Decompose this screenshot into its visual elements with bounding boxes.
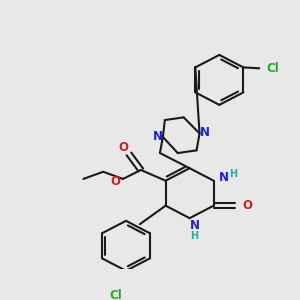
Text: O: O [110, 175, 120, 188]
Text: Cl: Cl [267, 62, 280, 75]
Text: N: N [219, 171, 229, 184]
Text: N: N [153, 130, 163, 142]
Text: Cl: Cl [110, 289, 122, 300]
Text: N: N [200, 126, 209, 139]
Text: H: H [190, 231, 199, 241]
Text: H: H [230, 169, 238, 178]
Text: O: O [118, 141, 128, 154]
Text: N: N [190, 219, 200, 232]
Text: O: O [242, 199, 252, 212]
